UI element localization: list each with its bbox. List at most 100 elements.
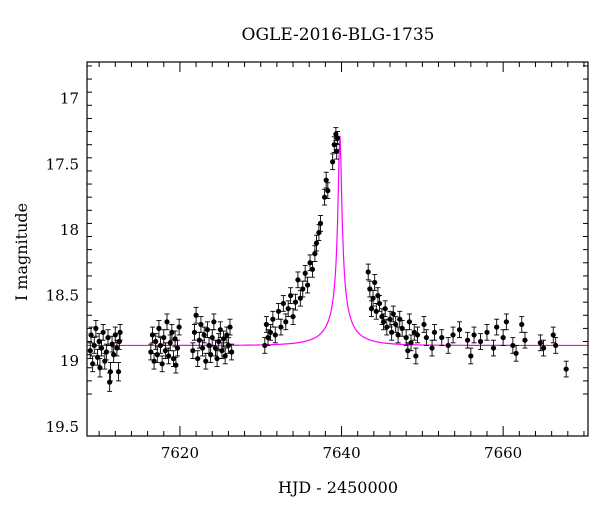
point-marker: [209, 334, 215, 341]
point-marker: [553, 342, 559, 349]
point-marker: [397, 316, 403, 322]
point-marker: [406, 319, 413, 325]
point-marker: [390, 311, 396, 317]
data-point: [227, 318, 233, 336]
data-point: [494, 318, 500, 336]
point-marker: [330, 159, 336, 165]
data-point: [93, 320, 99, 337]
data-point: [91, 337, 97, 354]
data-point: [159, 355, 165, 373]
point-marker: [114, 345, 120, 351]
point-marker: [302, 270, 308, 276]
point-marker: [307, 260, 313, 266]
point-marker: [157, 342, 164, 349]
data-point: [312, 245, 318, 262]
point-marker: [367, 286, 373, 292]
data-point: [325, 182, 331, 199]
data-point: [94, 348, 101, 366]
point-marker: [300, 286, 306, 292]
point-marker: [405, 348, 411, 354]
point-marker: [208, 352, 214, 358]
data-point: [100, 324, 106, 341]
point-marker: [107, 369, 114, 375]
data-point: [368, 300, 375, 318]
point-marker: [199, 345, 206, 351]
data-point: [193, 306, 199, 324]
data-point: [540, 339, 547, 357]
point-marker: [262, 342, 268, 349]
point-marker: [93, 325, 99, 331]
data-point: [219, 342, 225, 360]
data-point: [117, 324, 123, 341]
data-point: [317, 215, 324, 232]
data-point: [272, 326, 278, 344]
data-point: [313, 234, 320, 252]
point-marker: [513, 350, 519, 356]
data-point: [220, 330, 227, 348]
point-marker: [201, 332, 207, 338]
data-point: [413, 347, 419, 365]
point-marker: [421, 321, 427, 328]
point-marker: [305, 282, 311, 288]
point-marker: [173, 362, 179, 368]
point-marker: [169, 329, 175, 335]
data-point: [156, 320, 162, 337]
point-marker: [109, 341, 115, 347]
point-marker: [204, 327, 211, 333]
point-marker: [297, 295, 303, 301]
point-marker: [490, 345, 497, 351]
point-marker: [88, 332, 94, 338]
point-marker: [153, 338, 159, 345]
point-marker: [368, 306, 375, 312]
data-point: [389, 324, 395, 341]
axes-layer: 7620 7640 7660 17 17.5 18 18.5 19 19.5: [46, 61, 589, 462]
point-marker: [176, 324, 182, 330]
point-marker: [522, 337, 528, 343]
data-point: [107, 362, 114, 382]
point-marker: [219, 348, 225, 354]
point-marker: [96, 338, 102, 345]
point-marker: [107, 379, 113, 385]
data-point: [423, 329, 429, 346]
data-point: [176, 318, 182, 336]
data-point: [405, 342, 411, 360]
data-point: [229, 343, 235, 361]
point-marker: [270, 316, 276, 322]
point-marker: [373, 308, 379, 314]
x-axis-label: HJD - 2450000: [278, 478, 398, 497]
point-marker: [387, 316, 393, 322]
data-point: [477, 333, 484, 350]
data-point: [98, 339, 105, 357]
data-point: [90, 355, 96, 373]
point-marker: [325, 188, 331, 194]
data-point: [484, 324, 490, 341]
point-marker: [162, 348, 168, 354]
data-point: [107, 372, 113, 392]
point-marker: [193, 312, 199, 318]
point-marker: [403, 334, 409, 341]
point-marker: [217, 327, 223, 333]
point-marker: [227, 324, 233, 330]
point-marker: [384, 324, 390, 330]
y-tick-label: 18.5: [46, 287, 79, 305]
data-point: [209, 329, 215, 346]
data-point: [334, 142, 340, 160]
point-marker: [275, 308, 282, 314]
data-point: [500, 329, 506, 346]
point-marker: [408, 340, 414, 346]
point-marker: [393, 321, 399, 328]
point-marker: [87, 348, 93, 354]
data-point: [367, 280, 373, 298]
data-point: [471, 326, 477, 344]
data-point: [406, 313, 413, 331]
point-marker: [100, 329, 106, 335]
data-point: [297, 289, 303, 307]
point-marker: [484, 329, 490, 335]
data-point: [421, 316, 427, 333]
point-marker: [272, 332, 278, 338]
data-point: [290, 308, 296, 325]
data-point: [414, 326, 421, 344]
point-marker: [431, 329, 438, 335]
point-marker: [191, 329, 198, 335]
